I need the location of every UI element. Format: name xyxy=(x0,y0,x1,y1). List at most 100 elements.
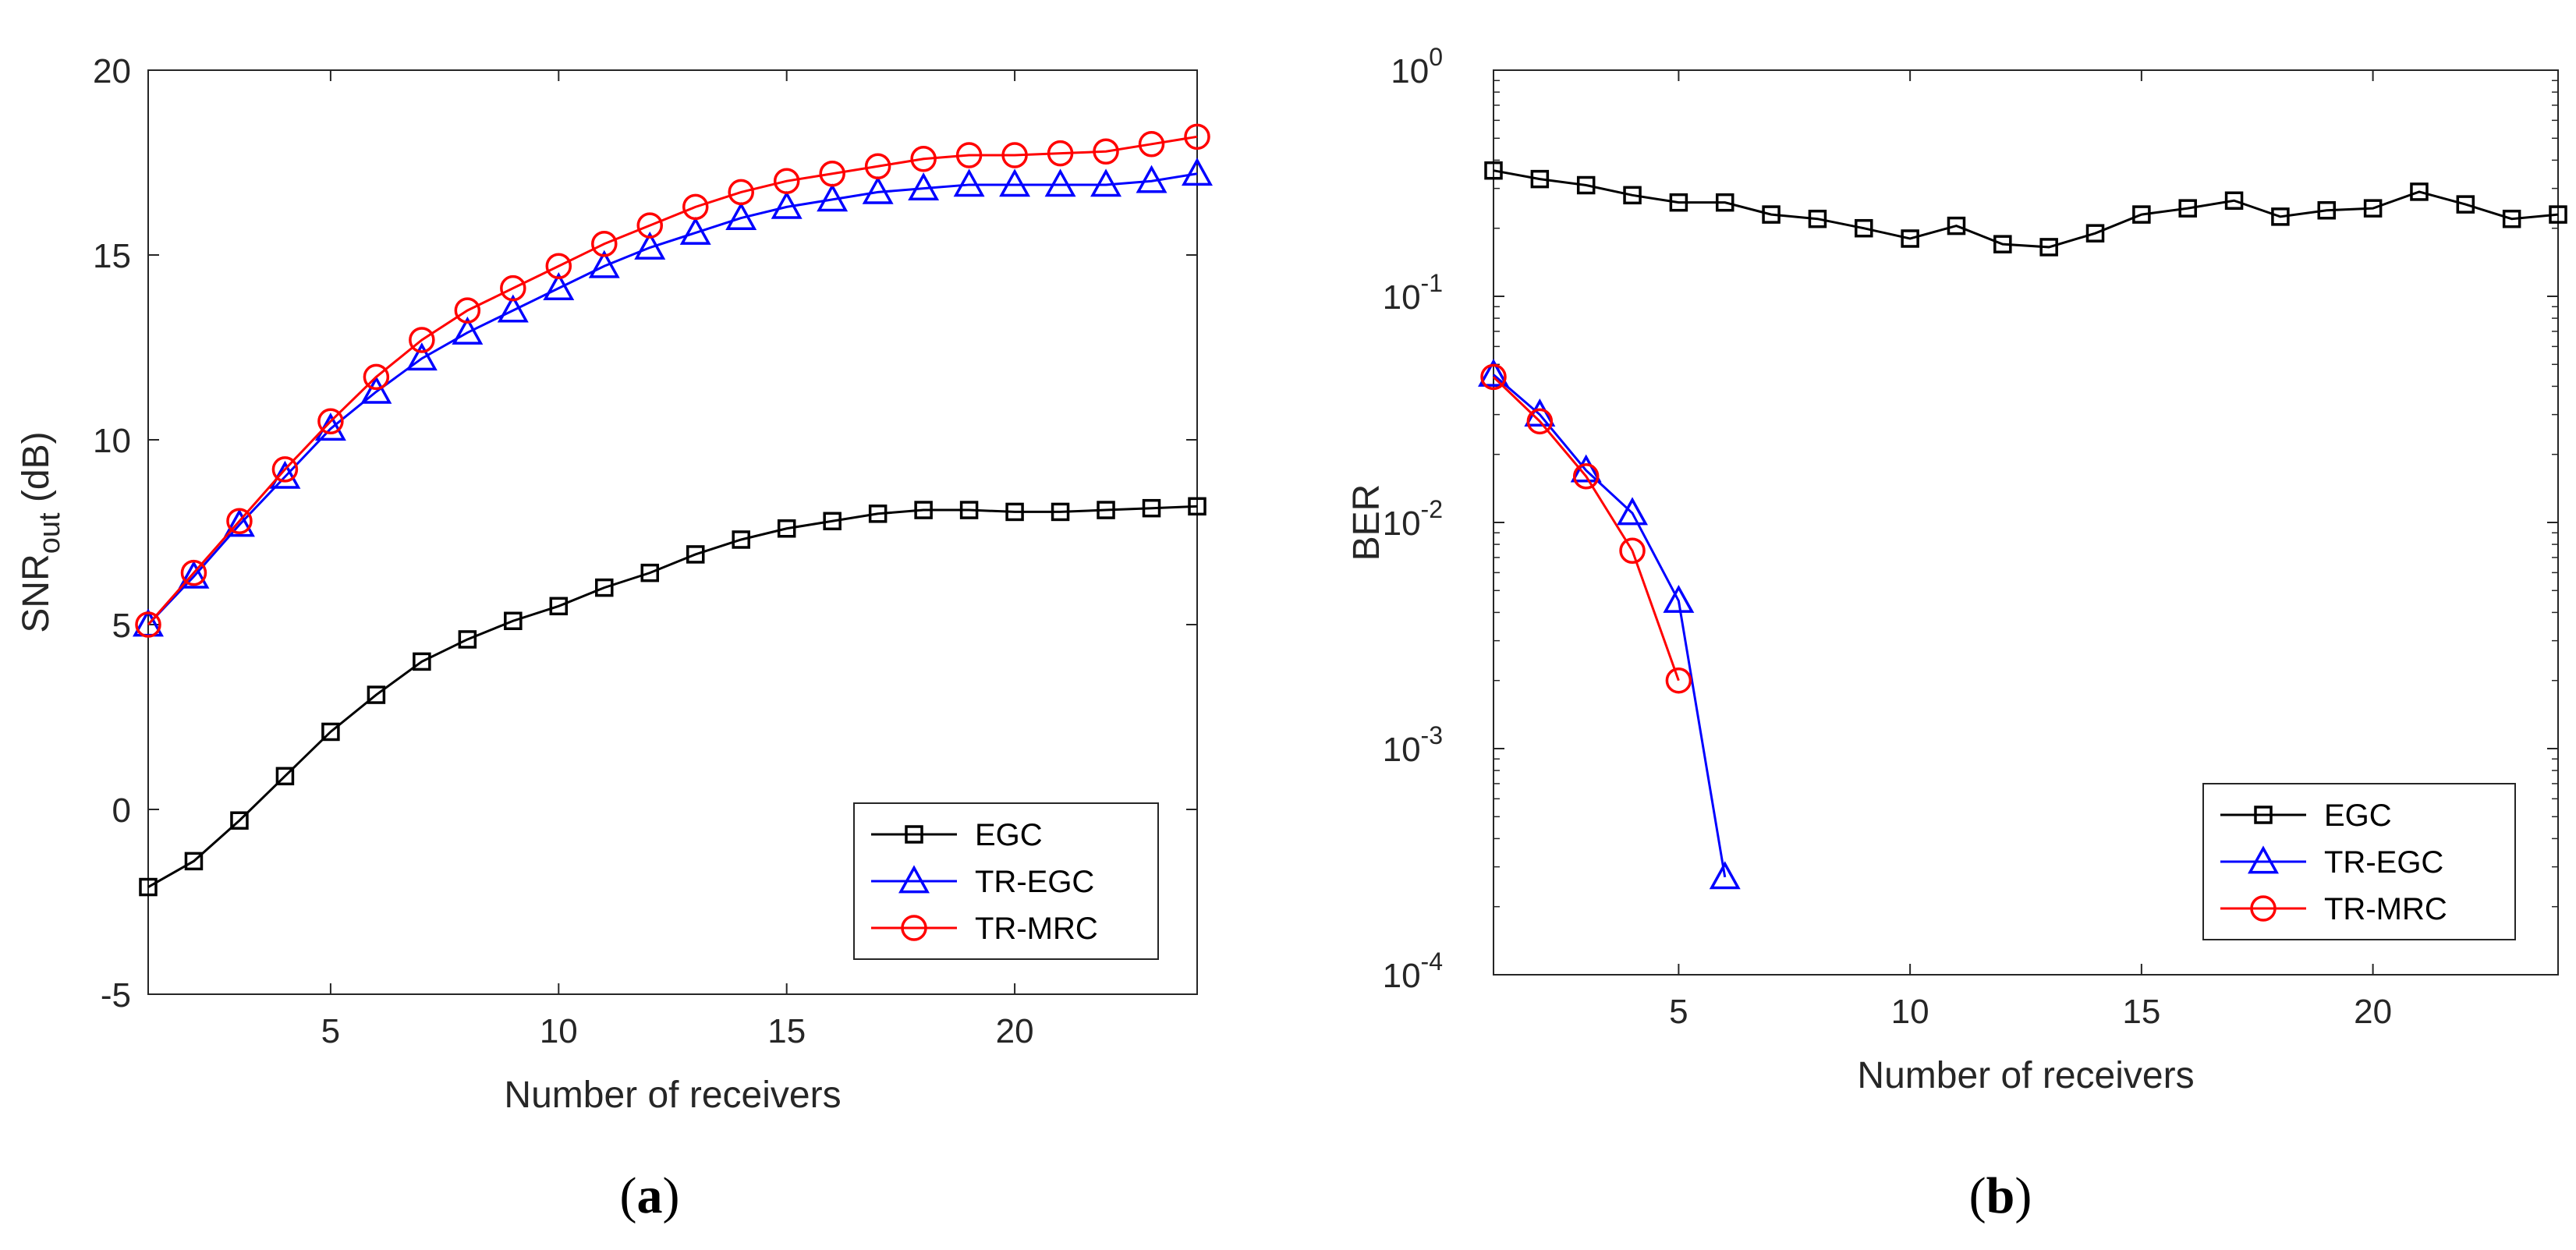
legend-marker-tr-egc xyxy=(898,865,930,894)
data-point-egc xyxy=(230,811,249,830)
data-point-tr-egc xyxy=(1182,158,1213,186)
data-point-tr-egc xyxy=(1136,165,1168,193)
y-tick-base: 10 xyxy=(1383,505,1421,543)
data-point-tr-egc xyxy=(862,175,894,204)
series-line-tr-egc xyxy=(1493,374,1727,878)
x-tick-label: 10 xyxy=(1891,993,1929,1031)
legend-label-tr-egc: TR-EGC xyxy=(2324,845,2443,880)
data-point-tr-egc xyxy=(497,294,529,323)
data-point-tr-mrc xyxy=(636,212,664,239)
panel-label: (a) xyxy=(620,1167,680,1224)
data-point-egc xyxy=(2502,209,2521,228)
series-tr-egc xyxy=(133,158,1213,637)
data-point-tr-mrc xyxy=(682,193,709,221)
data-point-egc xyxy=(413,652,431,671)
data-point-egc xyxy=(1005,502,1024,522)
x-tick-label: 5 xyxy=(321,1012,340,1050)
data-point-tr-mrc xyxy=(1138,131,1165,158)
y-tick-exponent: -2 xyxy=(1421,495,1443,523)
panel-label: (b) xyxy=(1969,1167,2032,1224)
legend-label-tr-mrc: TR-MRC xyxy=(2324,892,2447,926)
data-point-egc xyxy=(504,611,523,631)
data-point-tr-mrc xyxy=(728,179,754,206)
y-axis-label: BER xyxy=(1346,484,1387,561)
data-point-egc xyxy=(2224,191,2244,211)
data-point-tr-egc xyxy=(771,190,803,219)
y-axis-label: SNRout (dB) xyxy=(16,431,66,632)
data-point-egc xyxy=(1855,218,1873,238)
data-point-tr-mrc xyxy=(1093,138,1119,165)
data-point-tr-egc xyxy=(1478,358,1509,387)
data-point-tr-egc xyxy=(1663,584,1695,613)
data-point-egc xyxy=(868,505,888,523)
data-point-egc xyxy=(777,519,796,538)
legend-marker-egc xyxy=(2254,806,2273,824)
x-tick-label: 20 xyxy=(996,1012,1034,1050)
series-egc xyxy=(139,497,1207,897)
data-point-tr-mrc xyxy=(1001,142,1028,168)
data-point-tr-mrc xyxy=(363,363,390,391)
data-point-egc xyxy=(732,530,750,549)
legend-marker-tr-egc xyxy=(2248,845,2279,874)
data-point-egc xyxy=(321,722,340,742)
y-tick-label: 100 xyxy=(1391,43,1443,90)
data-point-egc xyxy=(686,545,705,564)
legend-label-egc: EGC xyxy=(975,818,1043,852)
data-point-tr-egc xyxy=(543,272,575,301)
y-tick-label: 15 xyxy=(93,237,131,275)
data-point-tr-egc xyxy=(953,168,985,197)
data-point-tr-mrc xyxy=(317,408,344,435)
y-tick-exponent: -1 xyxy=(1421,269,1443,297)
data-point-tr-mrc xyxy=(409,327,435,353)
legend-marker-tr-mrc xyxy=(2250,895,2277,922)
y-tick-label: 10-3 xyxy=(1383,721,1443,769)
y-tick-label: 5 xyxy=(112,607,131,645)
legend: EGC TR-EGC TR-MRC xyxy=(2202,783,2516,940)
legend-label-tr-egc: TR-EGC xyxy=(975,865,1094,899)
data-point-tr-mrc xyxy=(1480,363,1507,391)
y-tick-exponent: 0 xyxy=(1429,43,1443,71)
data-point-tr-egc xyxy=(360,375,392,404)
data-point-egc xyxy=(275,767,295,786)
data-point-tr-mrc xyxy=(135,611,161,638)
data-point-egc xyxy=(139,877,158,897)
data-point-egc xyxy=(823,512,842,531)
data-point-tr-mrc xyxy=(226,508,253,535)
data-point-egc xyxy=(1808,209,1827,228)
legend-marker-tr-mrc xyxy=(901,915,927,941)
data-point-egc xyxy=(1762,205,1781,224)
data-point-egc xyxy=(1623,186,1642,205)
data-point-tr-mrc xyxy=(1572,463,1600,490)
data-point-egc xyxy=(2085,224,2105,243)
panel-label-letter: b xyxy=(1986,1167,2015,1224)
series-egc xyxy=(1484,161,2567,257)
y-tick-base: 10 xyxy=(1383,957,1421,995)
data-point-egc xyxy=(1051,502,1070,522)
data-point-tr-mrc xyxy=(500,274,526,302)
data-point-egc xyxy=(914,501,933,519)
data-point-egc xyxy=(1097,501,1115,519)
data-point-egc xyxy=(1576,175,1596,195)
data-point-egc xyxy=(1142,498,1161,518)
data-point-tr-mrc xyxy=(773,168,800,194)
data-point-egc xyxy=(2178,199,2197,218)
panel-label-letter: a xyxy=(637,1167,663,1224)
series-line-tr-mrc xyxy=(1492,376,1680,682)
y-tick-label: 10-4 xyxy=(1383,947,1443,995)
data-point-egc xyxy=(1484,161,1503,180)
y-tick-label: 10-2 xyxy=(1383,495,1443,543)
x-tick-label: 15 xyxy=(767,1012,806,1050)
legend-label-tr-mrc: TR-MRC xyxy=(975,912,1098,946)
data-point-tr-mrc xyxy=(1526,408,1554,435)
data-point-tr-egc xyxy=(999,168,1031,197)
y-tick-exponent: -4 xyxy=(1421,947,1443,976)
series-tr-mrc xyxy=(1480,363,1692,694)
data-point-egc xyxy=(1715,193,1734,212)
y-tick-label: 20 xyxy=(93,52,131,90)
x-axis-label: Number of receivers xyxy=(1857,1055,2194,1096)
data-point-tr-egc xyxy=(588,250,620,278)
data-point-tr-egc xyxy=(223,508,255,537)
data-point-egc xyxy=(959,501,979,519)
y-axis-label-base: BER xyxy=(1346,484,1387,561)
